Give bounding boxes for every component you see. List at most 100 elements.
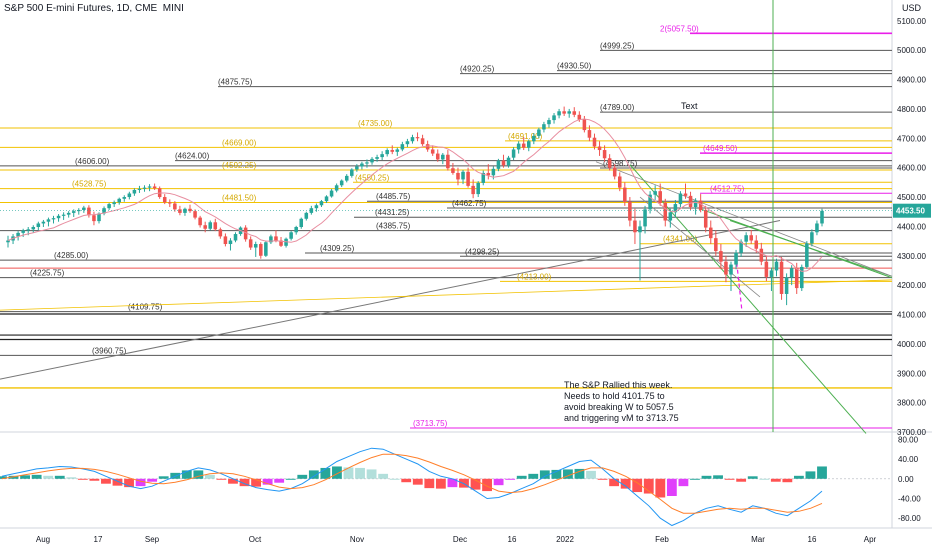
candle-body-8 (46, 219, 51, 222)
candle-body-109 (557, 111, 561, 116)
candle-body-74 (380, 154, 384, 158)
macd-hist-bar-46 (528, 473, 539, 479)
candle-body-23 (122, 197, 127, 199)
y-tick-label-2: 4900.00 (897, 76, 926, 85)
macd-hist-bar-20 (228, 478, 238, 484)
candle-body-102 (521, 143, 526, 148)
macd-hist-bar-58 (666, 478, 677, 496)
candle-body-89 (456, 172, 460, 180)
y-tick-label-11: 4000.00 (897, 340, 926, 349)
candle-body-85 (435, 153, 440, 160)
candle-body-139 (709, 227, 713, 239)
annotation-note-line-2: avoid breaking W to 5057.5 (564, 402, 674, 412)
candle-body-54 (279, 240, 283, 246)
candle-body-148 (754, 240, 759, 249)
candle-body-113 (577, 114, 582, 120)
candle-body-154 (784, 277, 789, 294)
macd-hist-bar-33 (378, 473, 389, 479)
macd-hist-bar-16 (181, 470, 192, 479)
currency-label: USD (902, 3, 922, 13)
macd-hist-bar-14 (158, 476, 169, 479)
candle-body-140 (714, 238, 718, 252)
magenta-dashed-line (735, 255, 743, 312)
macd-hist-bar-35 (401, 478, 412, 483)
candle-body-92 (471, 185, 475, 195)
macd-hist-bar-49 (563, 469, 573, 479)
macd-hist-bar-56 (643, 478, 654, 494)
y-tick-label-10: 4100.00 (897, 311, 926, 320)
candle-body-93 (476, 182, 480, 195)
macd-hist-bar-10 (112, 478, 123, 486)
macd-hist-bar-44 (505, 478, 516, 480)
candle-body-104 (532, 135, 536, 142)
annotation-note-line-0: The S&P Rallied this week. (564, 380, 672, 390)
candle-body-60 (309, 208, 314, 213)
gray-wedge-line (639, 196, 761, 298)
candle-body-77 (395, 149, 400, 152)
candle-body-107 (547, 120, 551, 125)
macd-hist-bar-12 (135, 478, 146, 487)
macd-hist-bar-26 (297, 474, 308, 479)
candle-body-127 (648, 194, 652, 210)
macd-hist-bar-9 (101, 478, 111, 484)
macd-hist-bar-69 (793, 475, 804, 479)
candle-body-15 (82, 207, 86, 210)
candle-body-87 (446, 154, 450, 169)
candle-body-90 (461, 171, 465, 180)
candle-body-72 (370, 158, 374, 163)
level-label-11: (4606.00) (75, 157, 110, 166)
candle-body-81 (415, 137, 420, 139)
y-tick-label-7: 4400.00 (897, 222, 926, 231)
candle-body-58 (299, 218, 304, 227)
macd-hist-bar-38 (435, 478, 446, 489)
candle-body-20 (107, 204, 111, 209)
macd-hist-bar-66 (759, 478, 770, 480)
candle-body-33 (173, 203, 177, 210)
candle-body-159 (810, 232, 814, 244)
level-label-16: (4512.75) (710, 184, 745, 193)
candle-body-59 (304, 212, 309, 219)
candle-body-94 (481, 172, 486, 183)
candle-body-98 (501, 160, 506, 166)
candle-body-42 (218, 229, 223, 237)
candle-body-62 (319, 201, 324, 206)
macd-hist-bar-27 (308, 470, 319, 479)
x-tick-label-2: Sep (145, 535, 160, 544)
y-tick-label-4: 4700.00 (897, 134, 926, 143)
macd-hist-bar-4 (43, 475, 54, 479)
macd-hist-bar-30 (343, 467, 354, 479)
level-label-17: (4485.75) (376, 192, 411, 201)
candle-body-122 (623, 187, 627, 202)
y-tick-label-3: 4800.00 (897, 105, 926, 114)
x-tick-label-9: Mar (751, 535, 765, 544)
candle-body-2 (16, 232, 20, 237)
macd-hist-bar-62 (713, 475, 723, 479)
x-tick-label-4: Nov (350, 535, 364, 544)
level-label-19: (4462.75) (452, 199, 487, 208)
macd-tick-label-2: 0.00 (898, 475, 914, 484)
candle-body-29 (152, 186, 157, 189)
candle-body-131 (668, 212, 673, 221)
annotation-note-line-3: and triggering vM to 3713.75 (564, 413, 679, 423)
price-pane (0, 12, 892, 432)
macd-hist-bar-47 (539, 470, 550, 479)
candle-body-25 (132, 189, 137, 194)
candle-body-18 (97, 213, 101, 222)
candle-body-76 (390, 150, 395, 152)
candle-body-56 (289, 232, 293, 239)
macd-hist-bar-21 (239, 478, 250, 487)
x-tick-label-7: 2022 (556, 535, 574, 544)
level-label-14: (4550.25) (355, 173, 390, 182)
candle-body-52 (269, 236, 273, 243)
green-channel-line-2 (729, 220, 893, 277)
level-label-10: (4624.00) (175, 152, 210, 161)
macd-hist-bar-53 (609, 478, 620, 487)
yellow-trend-line (0, 279, 893, 311)
candle-body-116 (592, 137, 597, 147)
level-label-7: (4691.00) (508, 132, 543, 141)
macd-hist-bar-54 (620, 478, 631, 489)
level-label-12: (4598.75) (603, 159, 638, 168)
y-tick-label-8: 4300.00 (897, 252, 926, 261)
candle-body-121 (617, 176, 622, 188)
